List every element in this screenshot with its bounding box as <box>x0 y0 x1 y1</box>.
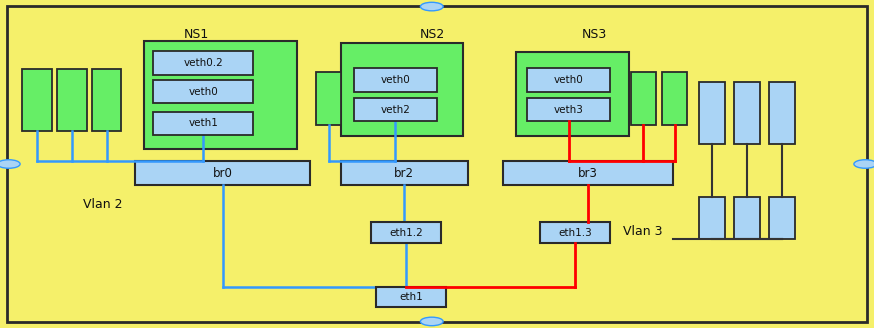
Text: eth1.2: eth1.2 <box>390 228 423 237</box>
Text: eth1: eth1 <box>399 292 423 302</box>
FancyBboxPatch shape <box>354 98 437 121</box>
Text: Vlan 3: Vlan 3 <box>622 225 662 238</box>
FancyBboxPatch shape <box>92 69 121 131</box>
FancyBboxPatch shape <box>153 112 253 135</box>
Text: veth1: veth1 <box>188 118 218 128</box>
FancyBboxPatch shape <box>341 161 468 185</box>
FancyBboxPatch shape <box>734 82 760 144</box>
Text: NS3: NS3 <box>582 28 607 41</box>
FancyBboxPatch shape <box>57 69 87 131</box>
FancyBboxPatch shape <box>734 197 760 239</box>
FancyBboxPatch shape <box>540 222 610 243</box>
FancyBboxPatch shape <box>371 222 441 243</box>
FancyBboxPatch shape <box>7 6 867 322</box>
Circle shape <box>0 160 20 168</box>
FancyBboxPatch shape <box>153 51 253 75</box>
FancyBboxPatch shape <box>527 68 610 92</box>
FancyBboxPatch shape <box>699 82 725 144</box>
FancyBboxPatch shape <box>144 41 297 149</box>
Text: veth0: veth0 <box>380 75 411 85</box>
Text: veth2: veth2 <box>380 105 411 114</box>
FancyBboxPatch shape <box>135 161 310 185</box>
FancyBboxPatch shape <box>376 287 446 307</box>
FancyBboxPatch shape <box>354 68 437 92</box>
FancyBboxPatch shape <box>527 98 610 121</box>
Text: veth0: veth0 <box>553 75 584 85</box>
Text: br3: br3 <box>578 167 598 179</box>
Text: veth0.2: veth0.2 <box>184 58 223 68</box>
Text: br0: br0 <box>213 167 232 179</box>
FancyBboxPatch shape <box>503 161 673 185</box>
FancyBboxPatch shape <box>662 72 687 125</box>
FancyBboxPatch shape <box>699 197 725 239</box>
FancyBboxPatch shape <box>316 72 341 125</box>
Text: eth1.3: eth1.3 <box>558 228 592 237</box>
Circle shape <box>420 2 443 11</box>
FancyBboxPatch shape <box>516 52 629 136</box>
Circle shape <box>420 317 443 326</box>
Text: NS1: NS1 <box>184 28 209 41</box>
Text: veth3: veth3 <box>553 105 584 114</box>
Text: br2: br2 <box>394 167 414 179</box>
FancyBboxPatch shape <box>22 69 52 131</box>
FancyBboxPatch shape <box>631 72 656 125</box>
FancyBboxPatch shape <box>341 43 463 136</box>
FancyBboxPatch shape <box>153 80 253 103</box>
Text: veth0: veth0 <box>188 87 218 96</box>
FancyBboxPatch shape <box>769 82 795 144</box>
FancyBboxPatch shape <box>769 197 795 239</box>
Circle shape <box>854 160 874 168</box>
Text: Vlan 2: Vlan 2 <box>83 198 123 212</box>
Text: NS2: NS2 <box>420 28 445 41</box>
